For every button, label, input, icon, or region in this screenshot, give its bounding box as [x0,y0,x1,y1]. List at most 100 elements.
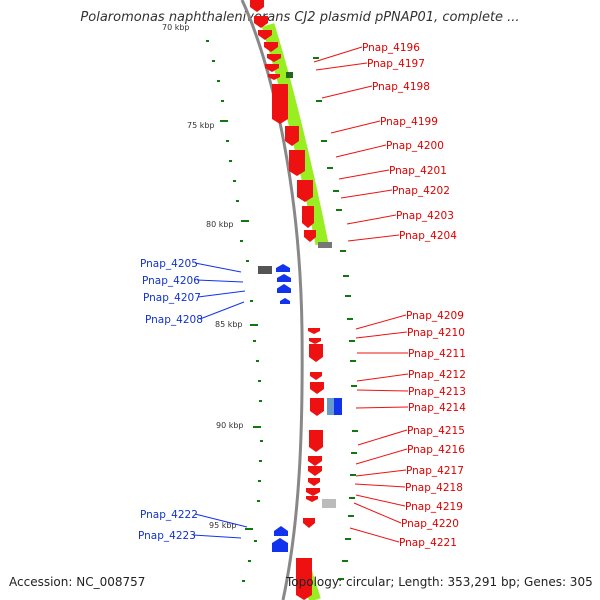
major-tick-mark [245,528,253,530]
forward-leader-line [354,483,406,488]
feature-band-cap [318,242,332,248]
reverse-gene-label[interactable]: Pnap_4208 [145,314,203,326]
reverse-gene-label[interactable]: Pnap_4205 [140,258,198,270]
forward-gene-block [308,328,320,334]
major-tick-mark [220,120,228,122]
forward-gene-label[interactable]: Pnap_4209 [406,310,464,322]
forward-gene-label[interactable]: Pnap_4217 [406,465,464,477]
forward-gene-label[interactable]: Pnap_4215 [407,425,465,437]
forward-gene-block [289,150,305,176]
grey-feature-b [322,499,336,508]
outer-tick-mark [349,497,355,499]
forward-gene-label[interactable]: Pnap_4197 [367,58,425,70]
forward-gene-label[interactable]: Pnap_4216 [407,444,465,456]
forward-leader-line [356,389,409,392]
reverse-gene-block [280,298,290,304]
forward-gene-block [272,84,288,124]
forward-gene-label[interactable]: Pnap_4199 [380,116,438,128]
forward-gene-block [265,64,279,72]
forward-gene-block [285,126,299,146]
forward-gene-label[interactable]: Pnap_4201 [389,165,447,177]
forward-gene-label[interactable]: Pnap_4220 [401,518,459,530]
forward-gene-block [258,30,272,40]
reverse-leader-line [199,301,245,320]
kbp-labels: 70 kbp 75 kbp 80 kbp 85 kbp 90 kbp 95 kbp [162,23,244,530]
outer-tick-mark [350,360,356,362]
tick-mark [240,240,243,242]
outer-tick-mark [342,560,348,562]
tick-mark [259,400,262,402]
forward-gene-label[interactable]: Pnap_4212 [408,369,466,381]
forward-gene-label[interactable]: Pnap_4196 [362,42,420,54]
topology-text: Topology: circular; Length: 353,291 bp; … [286,575,593,589]
forward-gene-label[interactable]: Pnap_4202 [392,185,450,197]
forward-leader-line [338,169,390,180]
forward-gene-label[interactable]: Pnap_4198 [372,81,430,93]
tick-mark [254,540,257,542]
forward-gene-block [310,372,322,380]
outer-tick-mark [333,190,339,192]
tick-mark [253,340,256,342]
accession-text: Accession: NC_008757 [9,575,146,589]
outer-tick-mark [347,318,353,320]
forward-gene-block [308,478,320,486]
forward-gene-label[interactable]: Pnap_4219 [405,501,463,513]
forward-gene-label[interactable]: Pnap_4200 [386,140,444,152]
forward-gene-block [297,180,313,202]
forward-leader-line [340,189,393,199]
forward-gene-block [310,382,324,394]
tick-track [206,40,358,582]
forward-gene-block [309,338,321,344]
forward-gene-label[interactable]: Pnap_4213 [408,386,466,398]
forward-leader-line [315,62,368,71]
forward-leader-line [355,314,407,330]
forward-leader-line [355,331,408,339]
tick-mark [258,380,261,382]
reverse-gene-label[interactable]: Pnap_4207 [143,292,201,304]
major-tick-mark [250,324,258,326]
outer-tick-mark [338,578,344,580]
tick-mark [246,260,249,262]
kbp-label: 95 kbp [209,521,237,530]
forward-gene-label[interactable]: Pnap_4218 [405,482,463,494]
reverse-leader-line [196,279,244,283]
tick-mark [258,480,261,482]
reverse-gene-label[interactable]: Pnap_4223 [138,530,196,542]
forward-gene-label[interactable]: Pnap_4203 [396,210,454,222]
tick-mark [217,80,220,82]
forward-leader-line [330,120,381,134]
kbp-label: 80 kbp [206,220,234,229]
kbp-label: 90 kbp [216,421,244,430]
major-tick-mark [253,426,261,428]
outer-tick-mark [349,340,355,342]
reverse-gene-block [277,274,291,282]
map-title: Polaromonas naphthalenivorans CJ2 plasmi… [80,10,520,25]
outer-tick-mark [350,474,356,476]
forward-gene-label[interactable]: Pnap_4221 [399,537,457,549]
forward-leader-line [321,85,373,99]
outer-tick-mark [321,140,327,142]
forward-gene-label[interactable]: Pnap_4214 [408,402,466,414]
tick-mark [226,140,229,142]
major-tick-mark [241,220,249,222]
tick-mark [259,460,262,462]
kbp-label: 85 kbp [215,320,243,329]
reverse-gene-block [274,526,288,536]
grey-feature-a [258,266,272,274]
forward-gene-label[interactable]: Pnap_4211 [408,348,466,360]
reverse-leader-line [192,534,242,539]
forward-gene-block [308,466,322,476]
outer-tick-mark [348,515,354,517]
forward-leader-line [335,144,387,158]
forward-gene-label[interactable]: Pnap_4210 [407,327,465,339]
forward-leader-line [357,429,408,446]
outer-tick-mark [345,295,351,297]
reverse-leader-line [194,262,242,273]
tick-mark [206,40,209,42]
reverse-gene-label[interactable]: Pnap_4206 [142,275,200,287]
kbp-label: 75 kbp [187,121,215,130]
reverse-gene-label[interactable]: Pnap_4222 [140,509,198,521]
forward-gene-block [296,558,312,600]
forward-gene-label[interactable]: Pnap_4204 [399,230,457,242]
outer-tick-mark [345,538,351,540]
